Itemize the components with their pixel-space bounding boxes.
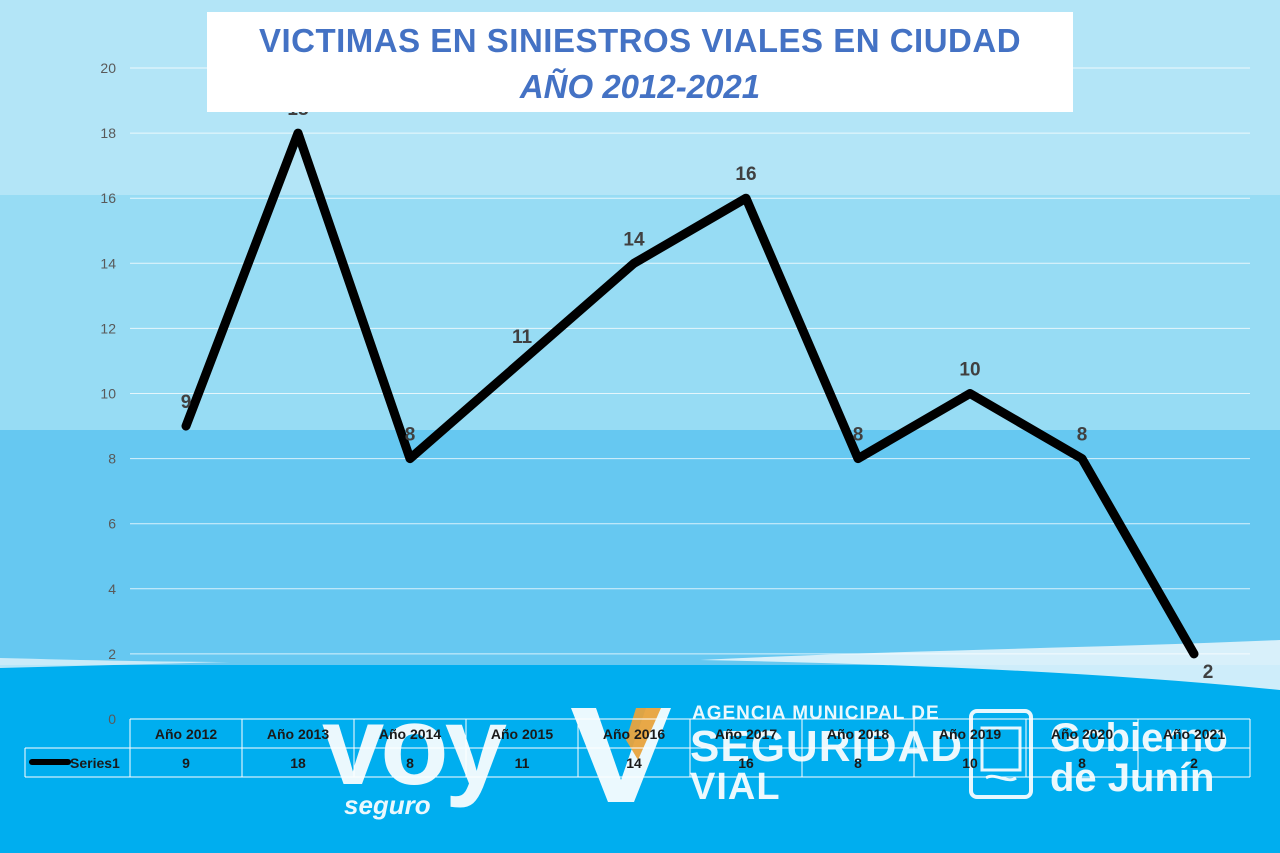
voy-seguro-text: seguro [344,790,431,820]
data-table-value: 11 [515,755,530,771]
y-tick-label: 12 [100,320,116,336]
data-label: 8 [405,425,416,446]
voy-logo: voy [322,683,507,808]
chart-title: VICTIMAS EN SINIESTROS VIALES EN CIUDAD [258,22,1022,59]
data-label: 14 [623,229,645,250]
data-label: 10 [959,360,980,381]
x-category-label: Año 2019 [939,726,1001,742]
bg-band-mid [0,195,1280,430]
data-table-value: 2 [1190,755,1198,771]
x-category-label: Año 2015 [491,726,553,742]
y-tick-label: 18 [100,125,116,141]
agency-line3: VIAL [690,766,781,808]
y-tick-label: 4 [108,581,116,597]
agency-line2: SEGURIDAD [690,722,964,771]
data-table-value: 14 [626,755,642,771]
y-tick-label: 10 [100,386,116,402]
data-table-value: 18 [290,755,306,771]
x-category-label: Año 2013 [267,726,329,742]
data-table-value: 9 [182,755,190,771]
y-tick-label: 14 [100,255,116,271]
chart-subtitle: AÑO 2012-2021 [519,68,761,105]
data-label: 8 [853,425,864,446]
data-table-value: 8 [406,755,414,771]
x-category-label: Año 2018 [827,726,889,742]
y-tick-label: 6 [108,516,116,532]
bg-band-low [0,430,1280,670]
data-table-value: 16 [738,755,754,771]
y-tick-label: 0 [108,711,116,727]
x-category-label: Año 2012 [155,726,217,742]
x-category-label: Año 2016 [603,726,665,742]
data-label: 16 [735,164,756,185]
x-category-label: Año 2014 [379,726,441,742]
legend-series-name: Series1 [70,755,120,771]
data-table-value: 8 [1078,755,1086,771]
y-tick-label: 16 [100,190,116,206]
y-tick-label: 20 [100,60,116,76]
gov-line1: Gobierno [1050,716,1228,760]
agency-v-logo [571,708,671,802]
x-category-label: Año 2020 [1051,726,1113,742]
data-table-value: 8 [854,755,862,771]
x-category-label: Año 2017 [715,726,777,742]
data-label: 2 [1203,662,1214,683]
gov-line2: de Junín [1050,756,1215,800]
data-table-value: 10 [962,755,978,771]
title-box: VICTIMAS EN SINIESTROS VIALES EN CIUDAD … [207,12,1073,112]
data-label: 11 [512,327,533,348]
y-tick-label: 2 [108,646,116,662]
data-label: 8 [1077,425,1088,446]
bg-wave-left [0,658,230,668]
data-label: 9 [181,392,192,413]
series-line [181,128,1199,659]
y-tick-label: 8 [108,451,116,467]
x-category-label: Año 2021 [1163,726,1225,742]
bg-wave [700,640,1280,690]
